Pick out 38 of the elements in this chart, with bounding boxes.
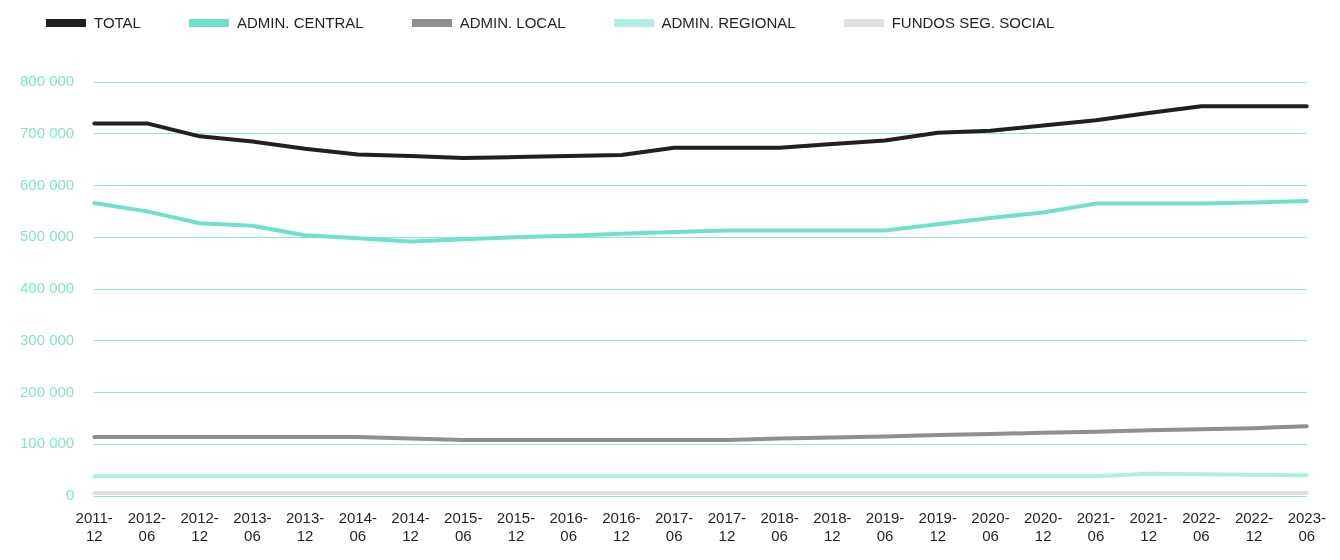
y-tick-label: 700 000	[19, 123, 75, 141]
x-tick-label: 2021-06	[1076, 509, 1116, 545]
x-tick-label: 2016-06	[549, 509, 588, 545]
x-tick-label: 2016-12	[602, 509, 641, 545]
x-tick-label: 2019-12	[918, 509, 957, 545]
x-tick-label: 2018-12	[813, 509, 852, 545]
x-tick-label: 2023-06	[1287, 509, 1327, 545]
legend-label: TOTAL	[94, 14, 141, 31]
x-tick-label: 2012-12	[180, 509, 219, 545]
x-tick-label: 2020-06	[971, 509, 1010, 545]
x-tick-label: 2015-12	[496, 509, 536, 545]
y-tick-label: 200 000	[19, 382, 75, 400]
x-tick-label: 2017-06	[654, 509, 694, 545]
x-tick-label: 2015-06	[444, 509, 483, 545]
x-tick-label: 2014-12	[391, 509, 430, 545]
legend-label: ADMIN. LOCAL	[459, 14, 566, 31]
x-tick-label: 2019-06	[865, 509, 905, 545]
legend-label: ADMIN. REGIONAL	[661, 14, 796, 31]
x-tick-label: 2022-12	[1234, 509, 1274, 545]
x-tick-label: 2012-06	[127, 509, 167, 545]
y-tick-label: 0	[65, 486, 75, 504]
legend-label: ADMIN. CENTRAL	[236, 14, 364, 31]
y-tick-label: 300 000	[19, 330, 75, 348]
x-tick-label: 2014-06	[338, 509, 378, 545]
x-tick-label: 2020-12	[1024, 509, 1063, 545]
x-tick-label: 2021-12	[1129, 509, 1168, 545]
y-tick-label: 800 000	[19, 72, 75, 90]
y-tick-label: 500 000	[19, 227, 75, 245]
legend-label: FUNDOS SEG. SOCIAL	[891, 14, 1055, 31]
x-tick-label: 2013-06	[233, 509, 272, 545]
x-tick-label: 2018-06	[760, 509, 799, 545]
y-tick-label: 100 000	[19, 434, 75, 452]
y-tick-label: 400 000	[19, 279, 75, 297]
x-tick-label: 2013-12	[285, 509, 325, 545]
y-tick-label: 600 000	[19, 175, 75, 193]
x-tick-label: 2017-12	[707, 509, 747, 545]
x-tick-label: 2011-12	[75, 509, 113, 545]
x-tick-label: 2022-06	[1182, 509, 1221, 545]
